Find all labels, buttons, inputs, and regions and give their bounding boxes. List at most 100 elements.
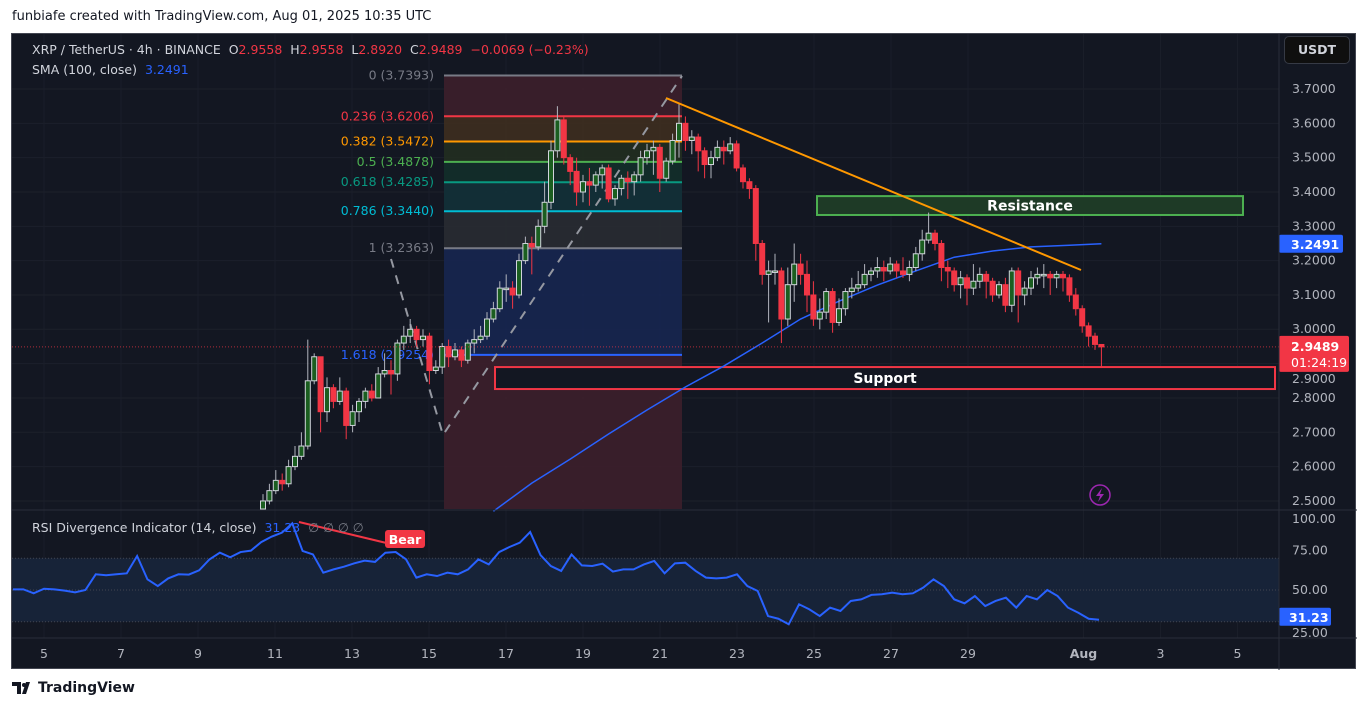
candle <box>458 346 465 368</box>
tradingview-footer[interactable]: TradingView <box>12 680 135 696</box>
candle <box>887 257 894 275</box>
candle-body <box>989 280 996 296</box>
price-tick-label: 3.0000 <box>1292 321 1336 336</box>
high-value: 2.9558 <box>299 42 344 57</box>
candle <box>1098 343 1105 367</box>
candle <box>656 143 663 192</box>
candle-body <box>509 287 516 296</box>
candle <box>1066 274 1073 302</box>
rsi-legend[interactable]: RSI Divergence Indicator (14, close) 31.… <box>32 520 364 535</box>
time-tick-label: 13 <box>344 646 360 661</box>
candle-body <box>644 150 650 159</box>
sma-line <box>492 243 1102 512</box>
time-tick-label: 27 <box>883 646 899 661</box>
candle <box>1060 270 1066 292</box>
candle-body <box>893 263 900 272</box>
candle <box>304 339 311 450</box>
candle-body <box>484 318 490 337</box>
lightning-alert-icon[interactable] <box>1089 484 1111 506</box>
candle-body <box>1092 335 1098 345</box>
candle-body <box>272 479 279 492</box>
candle <box>983 270 990 299</box>
candle-body <box>695 136 702 152</box>
candle-body <box>759 242 766 275</box>
tradingview-logo-icon <box>12 682 30 694</box>
candle-body <box>260 500 266 510</box>
candle <box>522 236 529 265</box>
price-tick-label: 2.9000 <box>1292 371 1336 386</box>
candle <box>772 253 778 285</box>
candle <box>311 353 318 385</box>
fib-level-label: 0.236 (3.6206) <box>341 108 434 123</box>
candle <box>503 274 510 302</box>
candle-body <box>554 119 561 152</box>
time-tick-label: 7 <box>117 646 125 661</box>
candle <box>496 281 503 313</box>
candle <box>413 325 420 347</box>
footer-brand: TradingView <box>38 680 135 696</box>
candle-body <box>682 122 689 141</box>
candle-body <box>580 181 586 193</box>
sma-legend[interactable]: SMA (100, close) 3.2491 <box>32 62 189 77</box>
candle <box>810 281 817 326</box>
low-value: 2.8920 <box>358 42 403 57</box>
candle <box>708 150 714 179</box>
candle <box>426 332 433 385</box>
candle <box>893 260 900 278</box>
candle-body <box>1079 308 1086 327</box>
candle-body <box>848 287 855 293</box>
chart-frame[interactable]: 3.7000 3.6000 3.5000 3.4000 3.3000 3.2000 3.10… <box>11 33 1357 670</box>
candle <box>484 312 490 340</box>
candle <box>784 267 791 326</box>
candle-body <box>1047 273 1054 279</box>
close-label: C <box>410 42 419 57</box>
candle <box>471 329 478 354</box>
candle-body <box>535 225 542 248</box>
candle-body <box>842 291 849 310</box>
support-label: Support <box>853 371 917 387</box>
price-tick-label: 2.6000 <box>1292 459 1336 474</box>
candle-body <box>996 284 1002 296</box>
candle <box>292 446 298 471</box>
high-label: H <box>290 42 300 57</box>
candle <box>1072 288 1079 316</box>
candle-body <box>740 167 746 183</box>
candle <box>855 270 862 292</box>
candle <box>842 288 849 316</box>
time-tick-label: 29 <box>960 646 976 661</box>
candle <box>912 246 919 271</box>
candle-body <box>900 270 906 275</box>
rsi-value: 31.23 <box>264 520 301 535</box>
candle-body <box>957 277 964 286</box>
time-tick-label: 9 <box>194 646 202 661</box>
candle <box>1053 270 1060 289</box>
candle-body <box>836 308 842 323</box>
currency-button[interactable]: USDT <box>1284 36 1350 64</box>
candle-body <box>656 146 663 179</box>
candle <box>989 277 996 302</box>
candle-body <box>861 273 868 286</box>
candle-body <box>746 181 753 190</box>
candle-body <box>605 167 612 200</box>
candle-body <box>906 267 913 275</box>
candle <box>541 181 548 234</box>
price-tick-label: 3.3000 <box>1292 218 1336 233</box>
chart-canvas[interactable]: 3.7000 3.6000 3.5000 3.4000 3.3000 3.2000 3.10… <box>12 34 1357 670</box>
symbol-title[interactable]: XRP / TetherUS · 4h · BINANCE <box>32 42 221 57</box>
time-tick-label: 19 <box>575 646 591 661</box>
candle <box>279 473 286 491</box>
candle-body <box>1040 273 1047 277</box>
candle <box>317 356 324 433</box>
time-tick-label: 3 <box>1157 646 1165 661</box>
candle <box>612 185 618 206</box>
close-value: 2.9489 <box>418 42 463 57</box>
fib-level-label: 1 (3.2363) <box>369 240 434 255</box>
fib-level-label: 1.618 (2.9254) <box>341 347 434 362</box>
time-tick-label: 25 <box>806 646 822 661</box>
fib-zone <box>444 248 682 355</box>
candle <box>714 140 721 162</box>
candle-body <box>887 263 894 272</box>
fib-level-label: 0 (3.7393) <box>369 68 434 83</box>
candle-body <box>784 284 791 320</box>
candle-body <box>816 311 823 320</box>
